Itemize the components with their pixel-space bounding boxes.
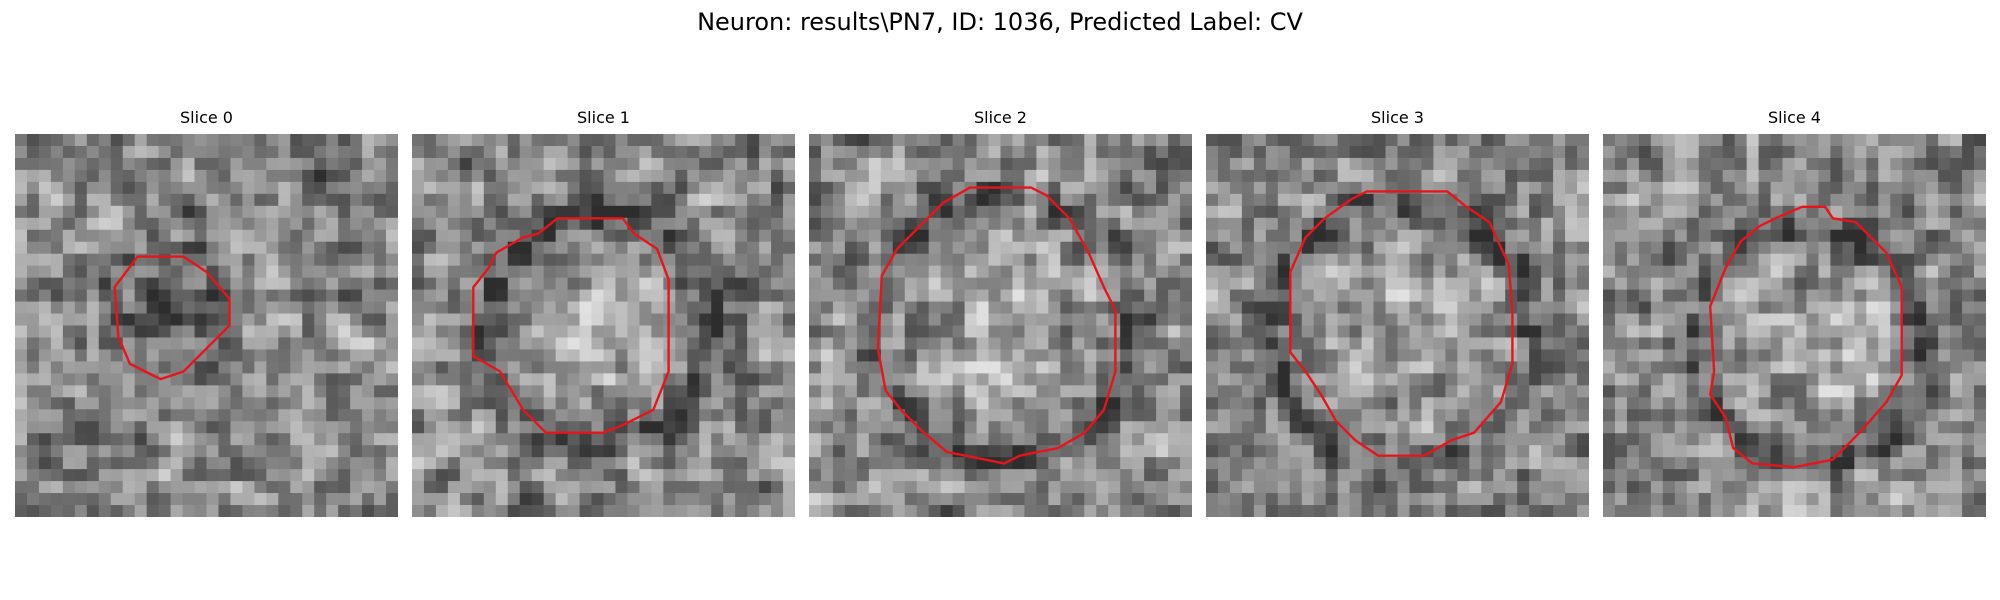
slice-image-4 [1603,134,1986,517]
slice-panel-1: Slice 1 [412,108,795,517]
slice-image-0 [15,134,398,517]
slice-title-4: Slice 4 [1768,108,1821,127]
slice-panel-4: Slice 4 [1603,108,1986,517]
figure-title: Neuron: results\PN7, ID: 1036, Predicted… [697,8,1303,36]
slice-title-0: Slice 0 [180,108,233,127]
slice-title-3: Slice 3 [1371,108,1424,127]
slice-title-2: Slice 2 [974,108,1027,127]
pixel-grid [809,134,1192,517]
slice-title-1: Slice 1 [577,108,630,127]
cell-contour-2 [876,186,1117,465]
slice-image-2 [809,134,1192,517]
slice-image-1 [412,134,795,517]
cell-contour-4 [1708,205,1903,469]
cell-contour-3 [1289,190,1514,457]
pixel-grid [15,134,398,517]
pixel-grid [412,134,795,517]
pixel-grid [1603,134,1986,517]
cell-contour-0 [113,255,231,381]
slice-panel-0: Slice 0 [15,108,398,517]
cell-contour-1 [472,217,670,434]
pixel-grid [1206,134,1589,517]
slice-image-3 [1206,134,1589,517]
slice-panel-3: Slice 3 [1206,108,1589,517]
slice-panel-2: Slice 2 [809,108,1192,517]
